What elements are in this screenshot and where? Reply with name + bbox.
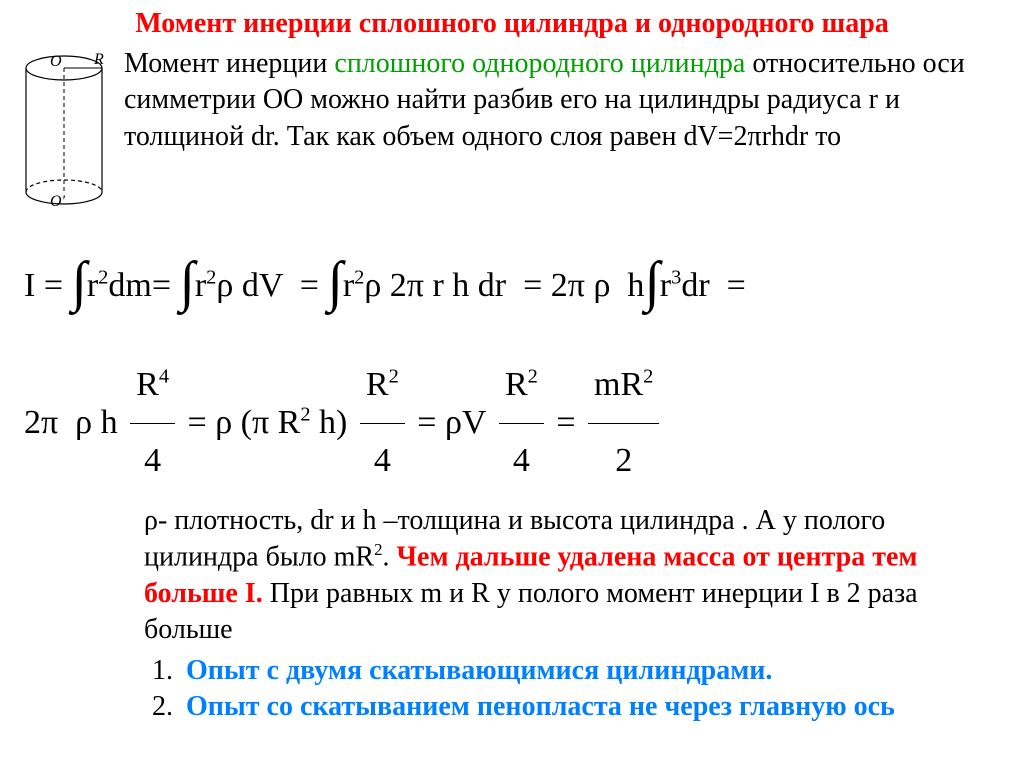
- experiment-item: Опыт с двумя скатывающимися цилиндрами.: [180, 653, 1010, 689]
- formula-block: I = ∫r2dm= ∫r2ρ dV = ∫r2ρ 2π r h dr = 2π…: [14, 215, 1010, 503]
- intro-p1: Момент инерции: [124, 48, 334, 79]
- experiment-item: Опыт со скатыванием пенопласта не через …: [180, 689, 1010, 725]
- intro-row: O R O' Момент инерции сплошного однородн…: [14, 46, 1010, 215]
- cylinder-diagram: O R O': [14, 46, 124, 215]
- label-Oprime: O': [50, 193, 66, 210]
- label-O: O: [50, 53, 62, 70]
- slide: Момент инерции сплошного цилиндра и одно…: [0, 0, 1024, 725]
- intro-text: Момент инерции сплошного однородного цил…: [124, 46, 1010, 155]
- experiments-list: Опыт с двумя скатывающимися цилиндрами. …: [144, 653, 1010, 726]
- body-p1-after: .: [382, 542, 396, 573]
- intro-green: сплошного однородного цилиндра: [334, 48, 745, 79]
- body-text: ρ- плотность, dr и h –толщина и высота ц…: [14, 503, 1010, 649]
- page-title: Момент инерции сплошного цилиндра и одно…: [14, 8, 1010, 40]
- label-R: R: [93, 51, 104, 68]
